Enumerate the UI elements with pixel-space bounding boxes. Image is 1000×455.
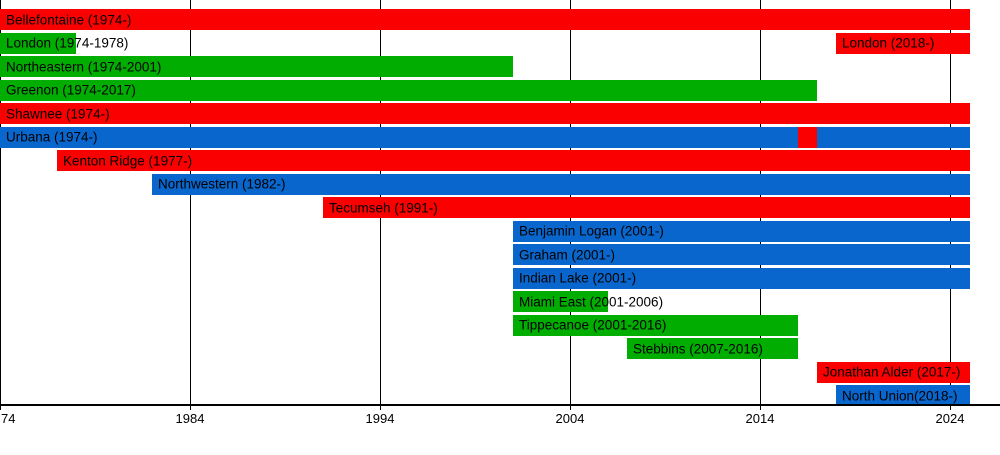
x-tick-label: 74 [1,411,16,426]
bar-label: Northwestern (1982-) [158,176,286,192]
timeline-bar: Bellefontaine (1974-) [0,9,970,30]
timeline-bar: Tecumseh (1991-) [323,197,970,218]
bar-label: Graham (2001-) [519,246,616,262]
bar-label: Jonathan Alder (2017-) [823,364,961,380]
timeline-bar: Urbana (1974-) [0,126,970,148]
timeline-bar: Kenton Ridge (1977-) [57,150,970,171]
timeline-bar: London (2018-) [836,32,970,54]
timeline-bar: Stebbins (2007-2016) [627,338,798,359]
bar-label: Shawnee (1974-) [6,105,110,121]
bar-label: Tippecanoe (2001-2016) [519,317,667,333]
bar-label: Indian Lake (2001-) [519,270,637,286]
bar-label: Stebbins (2007-2016) [633,340,763,356]
bar-label: Greenon (1974-2017) [6,82,136,98]
timeline-bar: London (1974-1978) [0,32,128,54]
x-tick-label: 2014 [745,411,775,426]
timeline-bar: Greenon (1974-2017) [0,79,817,101]
x-tick-label: 1984 [175,411,205,426]
bar-label: London (1974-1978) [6,35,129,51]
timeline-bar: Graham (2001-) [513,244,970,265]
timeline-bar: Benjamin Logan (2001-) [513,220,970,242]
timeline-bar: Tippecanoe (2001-2016) [513,314,798,336]
bar-label: Tecumseh (1991-) [329,199,438,215]
bar-label: North Union(2018-) [842,387,958,403]
timeline-bar: Northwestern (1982-) [152,173,970,195]
bar-label: Benjamin Logan (2001-) [519,223,664,239]
timeline-bar: Indian Lake (2001-) [513,267,970,289]
year-gridline-1974 [0,0,1,410]
timeline-bar-overlay [798,126,817,148]
x-tick-label: 1994 [365,411,395,426]
bar-label: Kenton Ridge (1977-) [63,152,193,168]
timeline-bar: North Union(2018-) [836,385,970,406]
year-gridline-1984 [189,0,191,410]
x-tick-label: 2024 [935,411,965,426]
timeline-bar: Jonathan Alder (2017-) [817,361,970,383]
bar-label: Miami East (2001-2006) [519,293,664,309]
bar-label: London (2018-) [842,35,935,51]
timeline-bar: Northeastern (1974-2001) [0,56,513,77]
timeline-bar: Shawnee (1974-) [0,103,970,124]
bar-label: Bellefontaine (1974-) [6,11,132,27]
x-axis-line [0,404,1000,406]
timeline-bar: Miami East (2001-2006) [513,291,663,312]
x-tick-label: 2004 [555,411,585,426]
bar-label: Northeastern (1974-2001) [6,58,162,74]
bar-label: Urbana (1974-) [6,129,98,145]
